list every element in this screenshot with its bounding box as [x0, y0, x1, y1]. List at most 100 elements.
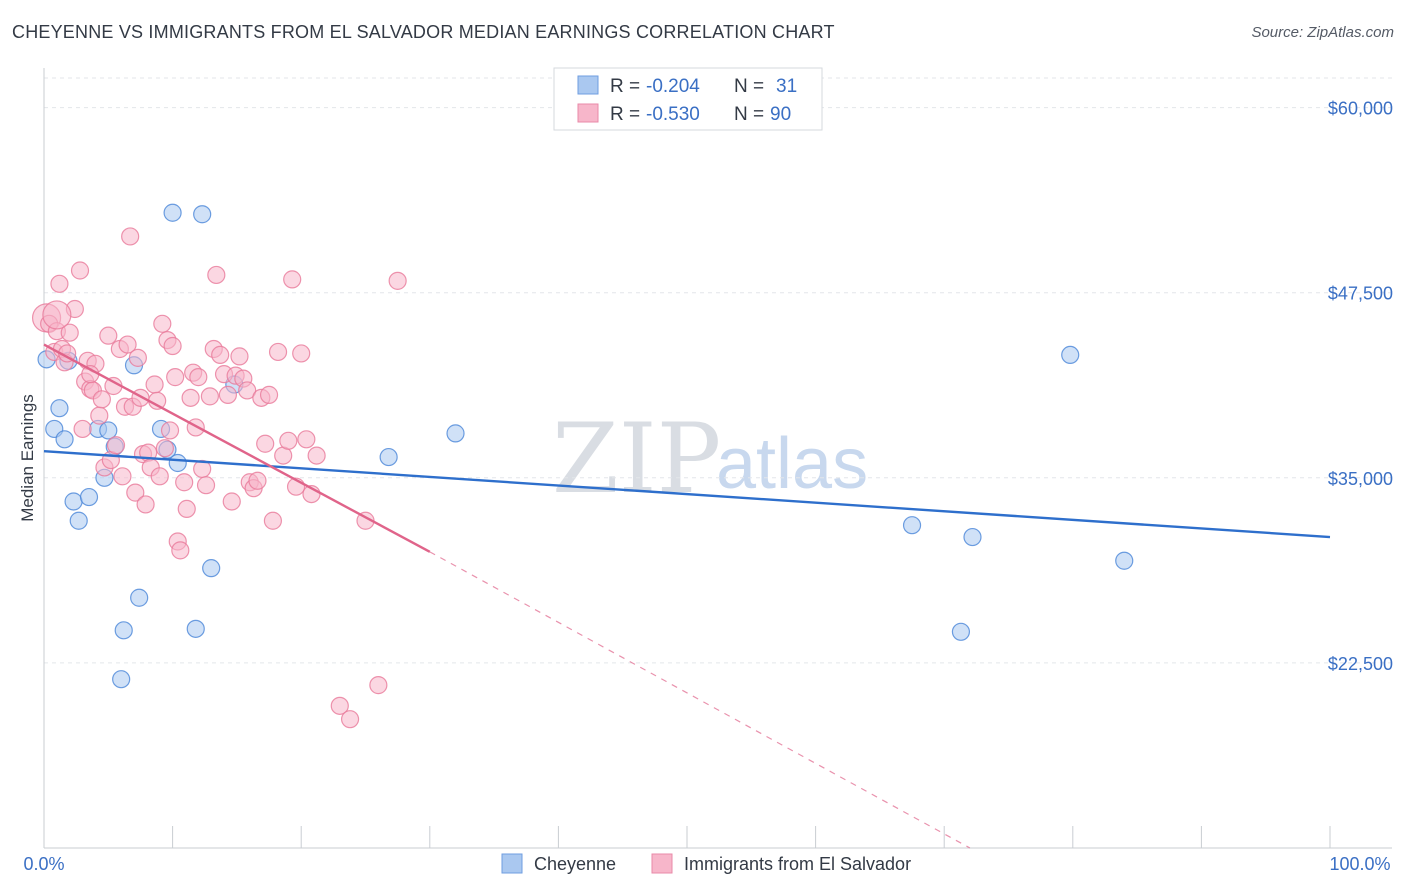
- point-el-salvador: [50, 274, 69, 293]
- point-cheyenne: [193, 205, 212, 224]
- point-cheyenne: [446, 424, 465, 443]
- point-cheyenne: [202, 559, 221, 578]
- bottom-legend-swatch-el-salvador: [651, 853, 673, 874]
- point-cheyenne: [168, 453, 187, 473]
- bottom-legend: Cheyenne Immigrants from El Salvador: [501, 853, 911, 874]
- trend-line-el-salvador-extrapolated: [429, 551, 971, 849]
- y-tick-label: $47,500: [1328, 284, 1393, 304]
- point-el-salvador: [73, 419, 92, 439]
- trend-lines: [43, 343, 1331, 849]
- point-cheyenne: [50, 399, 69, 418]
- point-el-salvador: [171, 541, 190, 560]
- watermark-zip: ZIP: [552, 403, 721, 515]
- point-cheyenne: [99, 421, 118, 440]
- point-el-salvador: [145, 375, 164, 394]
- axes: [43, 68, 1392, 849]
- legend: R = -0.204 N = 31 R = -0.530 N = 90: [553, 67, 823, 131]
- bottom-legend-label-cheyenne: Cheyenne: [534, 854, 616, 874]
- point-el-salvador: [259, 385, 279, 404]
- point-el-salvador: [92, 390, 111, 409]
- point-el-salvador: [297, 430, 316, 449]
- point-cheyenne: [55, 430, 74, 449]
- point-el-salvador: [230, 347, 249, 366]
- series-el-salvador: [31, 227, 407, 729]
- point-el-salvador: [99, 326, 118, 345]
- y-axis-label: Median Earnings: [18, 394, 37, 522]
- point-el-salvador: [121, 227, 140, 246]
- trend-line-el-salvador: [43, 343, 431, 553]
- point-el-salvador: [207, 265, 226, 285]
- point-el-salvador: [186, 418, 205, 437]
- x-tick-label: 0.0%: [23, 854, 64, 874]
- legend-n-label-2: N =: [734, 104, 764, 125]
- watermark-atlas: atlas: [716, 424, 868, 504]
- point-el-salvador: [279, 431, 298, 450]
- point-el-salvador: [42, 300, 72, 330]
- point-el-salvador: [136, 495, 155, 514]
- point-el-salvador: [340, 710, 360, 729]
- point-cheyenne: [1115, 551, 1134, 570]
- bottom-legend-label-el-salvador: Immigrants from El Salvador: [684, 854, 911, 874]
- point-el-salvador: [292, 344, 311, 363]
- legend-n-value-2: 90: [770, 104, 791, 125]
- legend-n-label-1: N =: [734, 76, 764, 97]
- point-cheyenne: [379, 447, 398, 467]
- point-el-salvador: [118, 335, 137, 354]
- legend-r-value-2: -0.530: [646, 104, 700, 125]
- point-el-salvador: [166, 368, 185, 387]
- point-cheyenne: [130, 588, 149, 607]
- tick-labels: $22,500 $35,000 $47,500 $60,000 0.0% 100.0%: [23, 99, 1393, 874]
- point-el-salvador: [189, 368, 208, 387]
- point-el-salvador: [181, 388, 200, 407]
- point-el-salvador: [90, 406, 109, 425]
- point-cheyenne: [963, 527, 982, 547]
- point-el-salvador: [163, 336, 182, 356]
- chart-title: CHEYENNE VS IMMIGRANTS FROM EL SALVADOR …: [12, 22, 835, 42]
- point-el-salvador: [238, 381, 257, 400]
- point-el-salvador: [307, 446, 326, 465]
- bottom-legend-swatch-cheyenne: [501, 853, 523, 874]
- point-el-salvador: [388, 271, 407, 290]
- point-cheyenne: [69, 511, 88, 530]
- point-el-salvador: [268, 342, 288, 362]
- point-el-salvador: [330, 696, 349, 715]
- legend-r-value-1: -0.204: [646, 76, 700, 97]
- x-tick-label: 100.0%: [1329, 854, 1390, 874]
- legend-r-label-1: R =: [610, 76, 640, 97]
- point-el-salvador: [218, 385, 237, 404]
- point-el-salvador: [153, 314, 172, 333]
- point-cheyenne: [951, 622, 971, 641]
- point-el-salvador: [369, 676, 388, 695]
- y-tick-label: $35,000: [1328, 469, 1393, 489]
- point-cheyenne: [112, 670, 131, 689]
- point-el-salvador: [70, 261, 90, 280]
- point-el-salvador: [106, 436, 126, 455]
- legend-swatch-el-salvador: [577, 103, 599, 123]
- legend-r-label-2: R =: [610, 104, 640, 125]
- point-cheyenne: [64, 492, 83, 511]
- point-el-salvador: [126, 483, 145, 502]
- point-el-salvador: [196, 476, 216, 495]
- point-el-salvador: [200, 387, 219, 406]
- point-cheyenne: [186, 619, 205, 638]
- source-credit: Source: ZipAtlas.com: [1251, 24, 1394, 41]
- y-tick-label: $22,500: [1328, 654, 1393, 674]
- legend-swatch-cheyenne: [577, 75, 599, 95]
- point-cheyenne: [163, 203, 182, 222]
- point-el-salvador: [177, 499, 196, 519]
- point-el-salvador: [150, 467, 169, 486]
- point-el-salvador: [160, 421, 180, 440]
- point-el-salvador: [175, 473, 194, 492]
- point-cheyenne: [1061, 345, 1080, 365]
- point-el-salvador: [155, 439, 174, 458]
- y-tick-label: $60,000: [1328, 99, 1393, 119]
- point-el-salvador: [211, 345, 230, 365]
- point-el-salvador: [60, 323, 79, 342]
- point-cheyenne: [114, 621, 133, 640]
- point-el-salvador: [256, 434, 275, 453]
- point-el-salvador: [283, 270, 302, 289]
- point-cheyenne: [79, 487, 99, 507]
- point-el-salvador: [113, 467, 132, 486]
- point-el-salvador: [248, 471, 267, 490]
